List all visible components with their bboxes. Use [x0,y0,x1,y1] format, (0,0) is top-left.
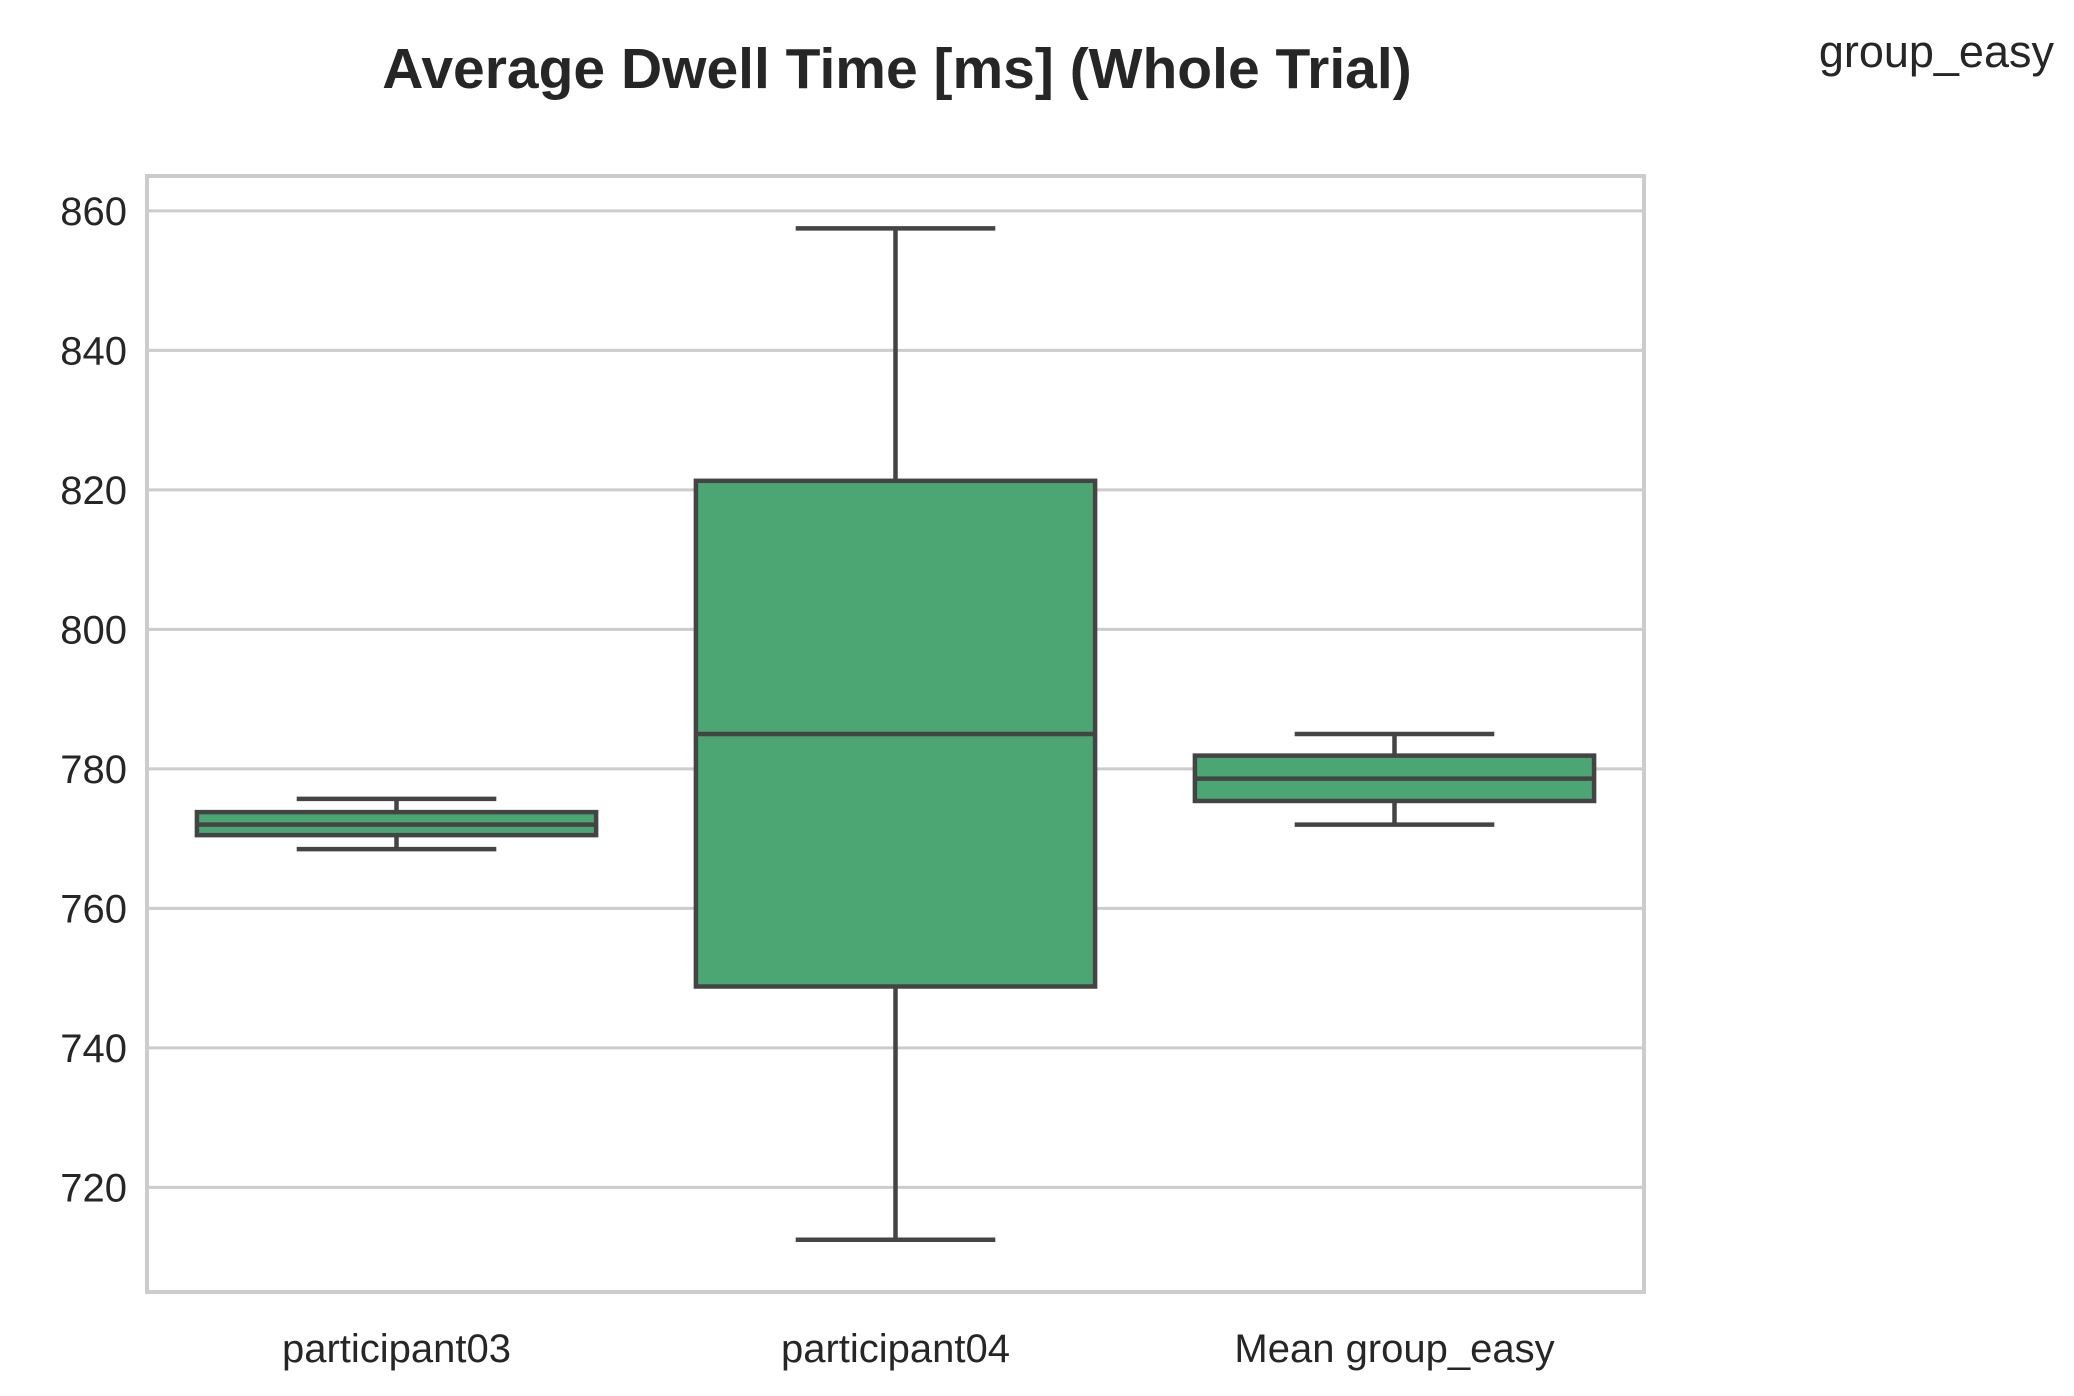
x-tick-label: participant03 [282,1327,511,1371]
x-tick-label: participant04 [781,1327,1010,1371]
y-tick-label: 840 [60,329,127,373]
y-tick-label: 860 [60,190,127,234]
x-tick-label: Mean group_easy [1234,1327,1554,1371]
y-tick-label: 760 [60,887,127,931]
y-tick-label: 740 [60,1027,127,1071]
chart-title: Average Dwell Time [ms] (Whole Trial) [382,37,1412,101]
y-tick-label: 820 [60,469,127,513]
legend-title: group_easy [1818,26,2054,77]
plot-frame [145,174,1646,1294]
y-tick-label: 720 [60,1166,127,1210]
y-tick-label: 800 [60,608,127,652]
y-tick-label: 780 [60,748,127,792]
